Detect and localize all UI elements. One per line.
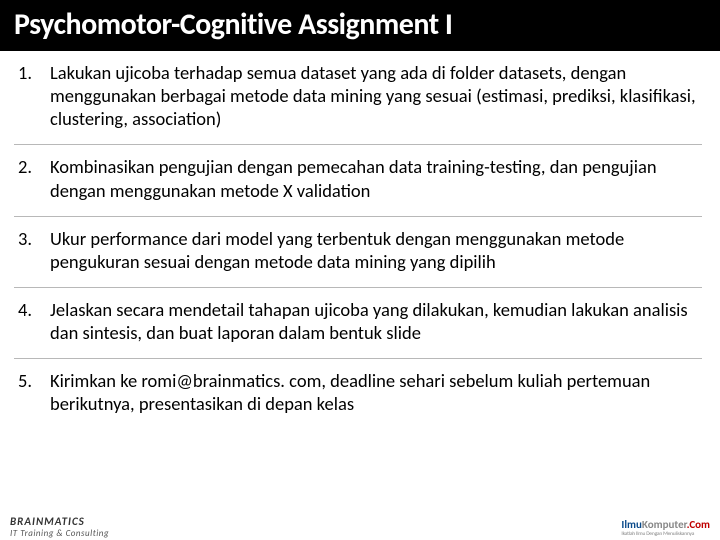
footer: BRAINMATICS IT Training & Consulting Ilm…	[0, 518, 720, 536]
list-item: Jelaskan secara mendetail tahapan ujicob…	[14, 298, 702, 359]
logo-komputer: Komputer	[642, 518, 687, 531]
logo-right: IlmuKomputer.Com Ikatlah Ilmu Dengan Men…	[621, 518, 710, 537]
page-title: Psychomotor-Cognitive Assignment I	[14, 6, 706, 43]
left-tagline: IT Training & Consulting	[10, 528, 109, 539]
list-item: Kirimkan ke romi@brainmatics. com, deadl…	[14, 369, 702, 429]
content-area: Lakukan ujicoba terhadap semua dataset y…	[0, 51, 720, 429]
logo-tagline: Ikatlah Ilmu Dengan Menuliskannya	[621, 531, 710, 537]
logo-ilmu: Ilmu	[621, 518, 642, 531]
title-bar: Psychomotor-Cognitive Assignment I	[0, 0, 720, 51]
list-item: Ukur performance dari model yang terbent…	[14, 227, 702, 288]
list-item: Lakukan ujicoba terhadap semua dataset y…	[14, 61, 702, 145]
assignment-list: Lakukan ujicoba terhadap semua dataset y…	[14, 61, 702, 429]
list-item: Kombinasikan pengujian dengan pemecahan …	[14, 155, 702, 216]
left-brand: BRAINMATICS	[10, 515, 85, 528]
logo-dotcom: .Com	[687, 518, 710, 531]
logo-left: BRAINMATICS IT Training & Consulting	[10, 515, 109, 539]
